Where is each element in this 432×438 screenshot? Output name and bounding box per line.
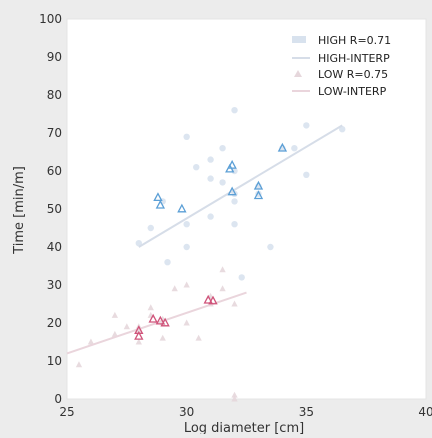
data-point-high <box>219 145 226 152</box>
data-point-low <box>87 338 95 345</box>
data-point-low <box>195 334 202 341</box>
highlighted-point-low <box>203 294 213 304</box>
legend-swatch-low <box>294 70 302 77</box>
highlighted-point-high <box>253 190 264 200</box>
highlighted-point-low <box>208 295 218 305</box>
data-point-high <box>231 167 238 175</box>
data-point-low <box>231 300 238 307</box>
data-point-high <box>219 179 226 186</box>
highlighted-point-high <box>277 142 288 152</box>
data-point-low <box>75 361 83 368</box>
highlighted-point-high <box>227 159 237 169</box>
data-point-high <box>183 133 190 140</box>
data-point-high <box>267 243 274 251</box>
x-tick-label: 30 <box>179 405 194 419</box>
y-tick-label: 60 <box>47 164 62 178</box>
data-point-high <box>339 126 346 133</box>
highlight-layer <box>134 142 288 340</box>
data-point-high <box>207 156 214 163</box>
legend-label-low: LOW R=0.75 <box>318 68 388 81</box>
y-tick-label: 80 <box>47 88 62 102</box>
data-point-low <box>183 319 190 326</box>
data-point-low <box>183 281 190 288</box>
legend: HIGH R=0.71 HIGH-INTERP LOW R=0.75 LOW-I… <box>292 34 391 98</box>
highlighted-point-low <box>160 317 170 327</box>
data-point-low <box>231 391 238 398</box>
y-tick-label: 0 <box>54 392 62 406</box>
highlighted-point-high <box>225 163 235 173</box>
y-tick-labels: 0 10 20 30 40 50 60 70 80 90 100 <box>39 12 62 406</box>
highlighted-point-high <box>155 199 166 209</box>
data-point-high <box>231 107 238 114</box>
highlighted-point-low <box>155 315 166 325</box>
x-tick-label: 35 <box>299 405 314 419</box>
highlighted-point-high <box>227 186 237 196</box>
data-point-low <box>231 395 238 402</box>
y-axis-label: Time [min/m] <box>12 166 27 255</box>
legend-label-high: HIGH R=0.71 <box>318 34 391 47</box>
data-point-high <box>303 122 310 129</box>
legend-swatch-high <box>292 36 306 43</box>
y-tick-label: 40 <box>47 240 62 254</box>
data-point-high <box>135 240 142 247</box>
highlighted-point-low <box>148 313 158 323</box>
highlighted-point-high <box>253 180 264 190</box>
highlighted-point-low <box>134 330 144 340</box>
y-tick-label: 100 <box>39 12 62 26</box>
x-tick-label: 40 <box>418 405 432 419</box>
data-point-high <box>231 221 238 228</box>
data-point-low <box>123 323 130 330</box>
data-point-high <box>193 164 200 171</box>
data-point-low <box>219 285 226 292</box>
x-tick-label: 25 <box>59 405 74 419</box>
data-point-low <box>147 304 154 311</box>
data-point-low <box>219 266 226 273</box>
y-tick-label: 30 <box>47 278 62 292</box>
data-point-low <box>171 285 178 292</box>
x-axis-label: Log diameter [cm] <box>184 421 304 434</box>
y-tick-label: 70 <box>47 126 62 140</box>
series-layer <box>66 107 346 402</box>
data-point-low <box>135 338 142 345</box>
data-point-high <box>164 259 171 266</box>
series-line-high-interp <box>138 124 343 248</box>
x-tick-labels: 25 30 35 40 <box>59 405 432 419</box>
data-point-high <box>238 274 245 281</box>
data-point-high <box>183 243 190 251</box>
data-point-high <box>303 171 310 178</box>
plot-area <box>66 18 427 400</box>
data-point-high <box>183 221 190 228</box>
data-point-low <box>111 330 119 337</box>
y-tick-label: 10 <box>47 354 62 368</box>
data-point-high <box>231 198 238 205</box>
highlighted-point-high <box>177 203 187 213</box>
data-point-low <box>159 334 166 341</box>
data-point-high <box>291 145 298 152</box>
highlighted-point-high <box>153 192 163 202</box>
y-tick-label: 20 <box>47 316 62 330</box>
data-point-low <box>111 311 119 318</box>
data-point-high <box>207 175 214 182</box>
legend-label-low-interp: LOW-INTERP <box>318 85 387 98</box>
y-tick-label: 50 <box>47 202 62 216</box>
data-point-high <box>147 224 154 232</box>
legend-label-high-interp: HIGH-INTERP <box>318 52 390 65</box>
y-tick-label: 90 <box>47 50 62 64</box>
data-point-high <box>207 213 214 220</box>
